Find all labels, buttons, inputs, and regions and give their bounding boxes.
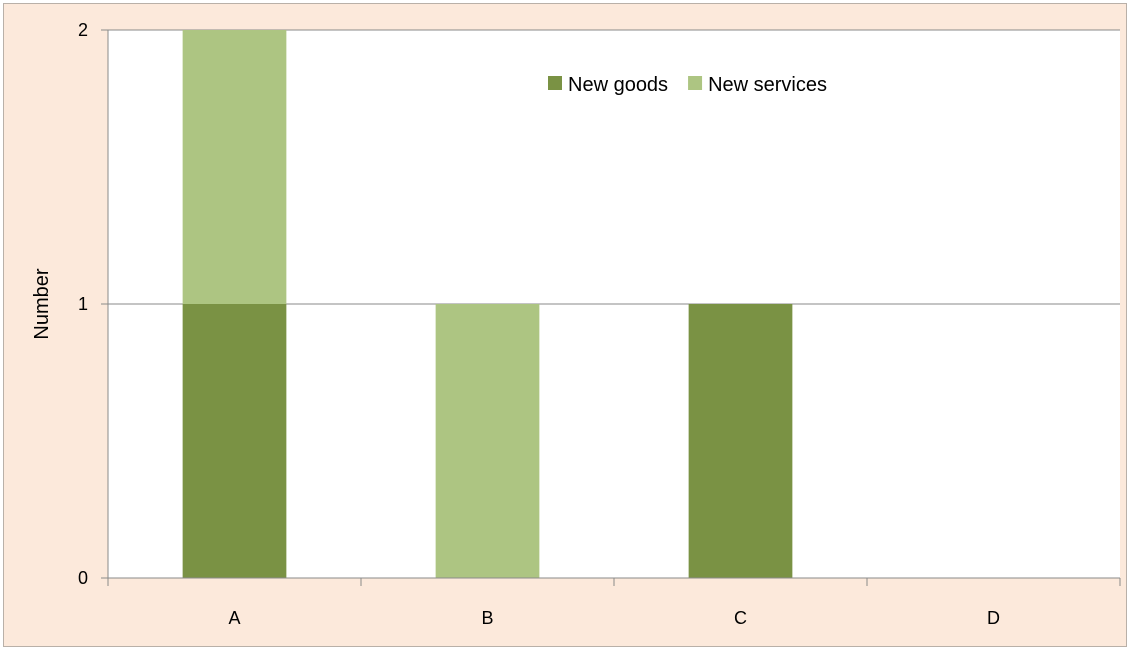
bar-new-goods-c [688,304,793,578]
bars [182,30,793,578]
legend-label-new-services: New services [708,74,827,96]
x-tick-label: C [734,608,747,628]
y-tick-label: 0 [78,568,88,588]
stacked-bar-chart: 0 1 2 A B C D Number New goods New services [31,20,1121,628]
bar-new-goods-a [182,304,287,578]
axes [101,29,1121,586]
x-tick-label: B [481,608,493,628]
bar-new-services-b [435,304,540,578]
x-tick-label: D [987,608,1000,628]
tick-labels: 0 1 2 A B C D [78,20,1000,628]
legend-swatch-new-services [688,76,703,90]
y-tick-label: 1 [78,294,88,314]
x-tick-label: A [228,608,240,628]
legend-label-new-goods: New goods [568,74,668,96]
bar-new-services-a [182,30,287,304]
legend-swatch-new-goods [548,76,562,90]
y-axis-title: Number [31,268,53,339]
y-tick-label: 2 [78,20,88,40]
chart-area: 0 1 2 A B C D Number New goods New services [3,3,1127,647]
legend: New goods New services [548,74,827,96]
